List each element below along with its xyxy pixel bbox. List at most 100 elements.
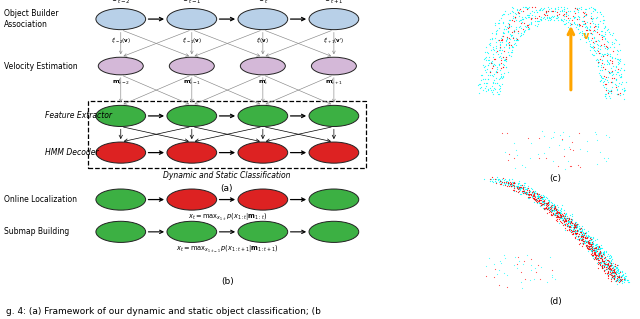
Point: [524, 189, 534, 195]
Point: [509, 41, 520, 46]
Point: [536, 195, 546, 200]
Point: [552, 212, 563, 217]
Point: [555, 213, 565, 218]
Point: [611, 266, 621, 271]
Text: HMM Decoder: HMM Decoder: [45, 148, 99, 157]
Point: [607, 272, 617, 278]
Point: [512, 7, 522, 12]
Point: [550, 212, 560, 218]
Point: [524, 22, 534, 27]
Point: [604, 266, 614, 271]
Point: [612, 60, 623, 65]
Point: [543, 205, 554, 210]
Point: [611, 270, 621, 275]
Point: [586, 16, 596, 21]
Point: [508, 180, 518, 185]
Point: [563, 8, 573, 13]
Point: [576, 235, 586, 240]
Point: [547, 134, 557, 139]
Point: [609, 55, 620, 60]
Point: [566, 228, 576, 233]
Point: [573, 233, 584, 238]
Point: [564, 216, 574, 221]
Point: [506, 24, 516, 29]
Point: [538, 194, 548, 199]
Point: [614, 273, 624, 278]
Point: [529, 276, 540, 281]
Point: [596, 255, 606, 260]
Point: [578, 239, 588, 244]
Point: [534, 8, 545, 13]
Point: [607, 267, 618, 272]
Point: [579, 240, 589, 245]
Point: [595, 67, 605, 72]
Point: [606, 273, 616, 278]
Point: [527, 5, 537, 10]
Point: [521, 190, 531, 195]
Point: [488, 87, 498, 92]
Point: [577, 235, 588, 240]
Point: [599, 264, 609, 269]
Point: [536, 8, 547, 13]
Point: [590, 237, 600, 242]
Point: [591, 249, 601, 254]
Point: [598, 259, 608, 264]
Point: [599, 41, 609, 47]
Point: [583, 34, 593, 40]
Point: [581, 230, 591, 235]
Point: [527, 186, 537, 191]
Point: [563, 12, 573, 17]
Point: [560, 216, 570, 221]
Point: [582, 235, 592, 240]
Point: [611, 64, 621, 69]
Point: [611, 269, 621, 274]
Point: [580, 234, 591, 239]
Point: [547, 204, 557, 209]
Point: [547, 267, 557, 272]
Point: [572, 222, 582, 227]
Point: [614, 92, 625, 97]
Point: [483, 50, 493, 56]
Point: [599, 33, 609, 38]
Point: [515, 191, 525, 197]
Point: [520, 189, 530, 194]
Point: [608, 261, 618, 266]
Point: [600, 24, 611, 29]
Point: [593, 244, 603, 249]
Point: [540, 200, 550, 205]
Point: [605, 277, 616, 282]
Point: [579, 227, 589, 232]
Point: [541, 203, 551, 208]
Point: [509, 166, 520, 171]
Point: [499, 70, 509, 75]
Point: [609, 273, 620, 278]
Point: [612, 92, 623, 97]
Point: [572, 231, 582, 236]
Point: [552, 10, 563, 15]
Point: [569, 21, 579, 26]
Point: [612, 273, 622, 278]
Point: [481, 83, 492, 88]
Point: [578, 234, 588, 239]
Point: [540, 205, 550, 211]
Point: [580, 20, 591, 26]
Point: [554, 210, 564, 215]
Point: [617, 87, 627, 92]
Point: [522, 12, 532, 17]
Point: [546, 17, 556, 22]
Point: [573, 227, 583, 232]
Point: [579, 233, 589, 238]
Point: [553, 211, 563, 216]
Point: [574, 237, 584, 242]
Point: [590, 256, 600, 261]
Point: [522, 185, 532, 190]
Point: [489, 85, 499, 90]
Point: [500, 178, 511, 183]
Point: [536, 192, 546, 197]
Point: [604, 62, 614, 67]
Point: [528, 196, 538, 201]
Point: [526, 193, 536, 198]
Point: [532, 198, 542, 203]
Point: [589, 41, 600, 46]
Point: [603, 258, 613, 263]
